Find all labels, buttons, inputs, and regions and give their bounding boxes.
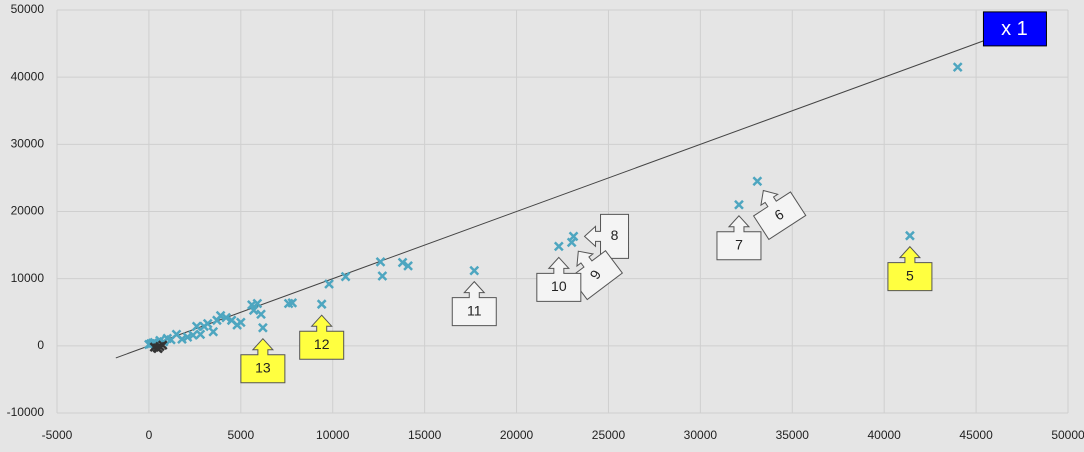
x-tick-label: 45000	[959, 428, 993, 442]
point	[403, 261, 413, 271]
point	[208, 326, 219, 337]
point	[375, 256, 386, 267]
point	[734, 199, 744, 210]
callout: 11	[451, 280, 497, 327]
y-tick-label: -10000	[7, 405, 45, 419]
callout-label: 11	[467, 302, 482, 318]
callout-label: 10	[551, 278, 567, 294]
y-tick-label: 50000	[11, 2, 45, 16]
y-tick-label: 20000	[11, 204, 45, 218]
point	[221, 312, 231, 323]
x-tick-label: 5000	[227, 428, 254, 442]
reference-label: x 1	[1001, 18, 1028, 40]
point	[144, 339, 154, 350]
point	[905, 230, 915, 241]
x-tick-label: 0	[146, 428, 153, 442]
reference-label-box	[982, 11, 1047, 47]
point	[188, 330, 198, 340]
point	[212, 315, 222, 326]
callout: 5	[887, 245, 933, 292]
x-tick-label: 15000	[408, 428, 442, 442]
y-tick-label: 40000	[11, 69, 45, 83]
callout-shape	[451, 280, 497, 327]
callout: 7	[716, 215, 762, 261]
point	[153, 343, 163, 354]
y-tick-label: 30000	[11, 137, 45, 151]
callout: 13	[240, 337, 286, 384]
callout-shape	[240, 337, 286, 384]
callout: 8	[583, 213, 630, 259]
point	[316, 299, 327, 310]
x-tick-label: -5000	[42, 428, 73, 442]
point	[199, 321, 209, 332]
point	[566, 237, 577, 248]
point	[340, 271, 351, 282]
callout-label: 7	[735, 236, 743, 252]
callout-label: 5	[906, 267, 914, 283]
y-tick-label: 0	[37, 338, 44, 352]
point	[553, 241, 564, 252]
x-tick-label: 40000	[867, 428, 901, 442]
point	[469, 265, 480, 276]
callout-shape	[752, 189, 807, 241]
x-tick-label: 30000	[684, 428, 718, 442]
point	[752, 176, 763, 187]
x-tick-label: 35000	[776, 428, 810, 442]
point	[257, 322, 268, 333]
callout-shape	[583, 213, 630, 259]
callout-shape	[569, 250, 624, 301]
point	[397, 257, 408, 268]
point	[287, 297, 298, 308]
point	[191, 321, 202, 332]
point	[195, 329, 206, 340]
callout-label: 12	[314, 336, 330, 352]
point	[256, 309, 266, 320]
point	[377, 271, 388, 281]
point	[182, 332, 193, 342]
point	[248, 305, 259, 316]
reference-line	[115, 40, 984, 359]
x-tick-label: 50000	[1051, 428, 1084, 442]
callout: 12	[299, 314, 345, 360]
x-tick-label: 20000	[500, 428, 534, 442]
callout-shape	[716, 215, 762, 261]
point	[226, 315, 237, 326]
callout-shape	[887, 245, 933, 292]
point	[246, 299, 257, 310]
callout-shape	[536, 256, 582, 302]
y-tick-label: 10000	[11, 271, 45, 285]
callout-label: 8	[611, 227, 619, 243]
x-tick-label: 10000	[316, 428, 350, 442]
point	[324, 279, 334, 289]
callout: 10	[536, 256, 582, 302]
callout: 9	[569, 250, 624, 301]
point	[952, 62, 963, 72]
x-tick-label: 25000	[592, 428, 626, 442]
callout-label: 13	[255, 359, 271, 375]
callout: 6	[752, 189, 807, 241]
callout-shape	[299, 314, 345, 360]
